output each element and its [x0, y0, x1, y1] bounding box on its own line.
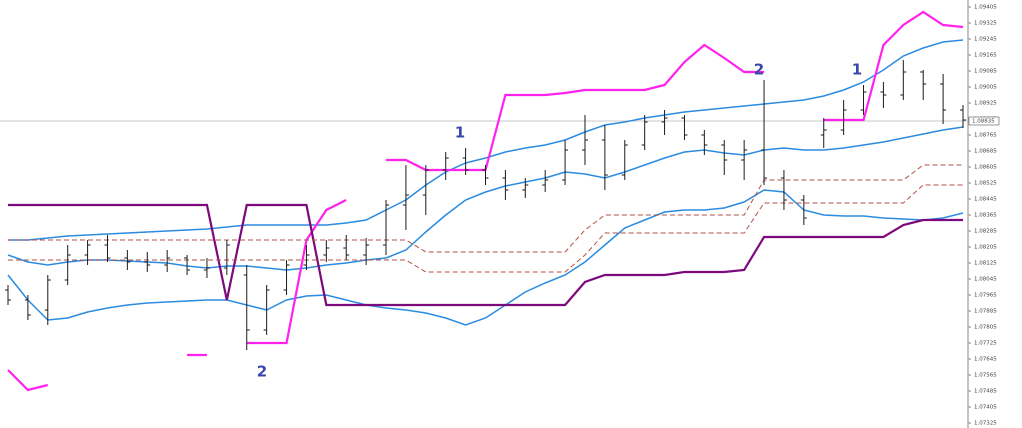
y-tick-label: 1.07405 [974, 405, 997, 411]
y-tick-label: 1.07965 [974, 293, 997, 299]
y-tick-label: 1.09405 [974, 5, 997, 11]
y-tick-label: 1.07885 [974, 309, 997, 315]
indicator-line [8, 203, 963, 307]
y-tick-label: 1.08365 [974, 213, 997, 219]
y-tick-label: 1.08685 [974, 149, 997, 155]
y-tick-label: 1.07645 [974, 357, 997, 363]
annotation: 1 [852, 61, 862, 79]
indicator-line [8, 39, 964, 241]
y-tick-label: 1.07805 [974, 325, 997, 331]
y-tick-label: 1.09085 [974, 69, 997, 75]
y-tick-label: 1.08765 [974, 133, 997, 139]
level-line [8, 164, 963, 253]
y-tick-label: 1.07725 [974, 341, 997, 347]
y-tick-label: 1.09005 [974, 85, 997, 91]
y-tick-label: 1.08205 [974, 245, 997, 251]
annotation: 2 [257, 363, 267, 381]
y-tick-label: 1.08525 [974, 181, 997, 187]
annotation: 1 [455, 124, 465, 142]
y-tick-label: 1.07485 [974, 389, 997, 395]
y-tick-label: 1.07325 [974, 421, 997, 427]
y-tick-label: 1.09245 [974, 37, 997, 43]
current-price-tag [968, 116, 1000, 126]
y-tick-label: 1.08925 [974, 101, 997, 107]
y-tick-label: 1.09325 [974, 21, 997, 27]
level-line [8, 184, 963, 273]
y-tick-label: 1.08445 [974, 197, 997, 203]
y-tick-label: 1.08045 [974, 277, 997, 283]
y-tick-label: 1.08125 [974, 261, 997, 267]
indicator-line [7, 10, 964, 392]
annotation: 2 [754, 61, 764, 79]
y-tick-label: 1.08285 [974, 229, 997, 235]
current-price-label: 1.08835 [972, 119, 995, 125]
y-tick-label: 1.07565 [974, 373, 997, 379]
y-tick-label: 1.09165 [974, 53, 997, 59]
y-tick-label: 1.08605 [974, 165, 997, 171]
